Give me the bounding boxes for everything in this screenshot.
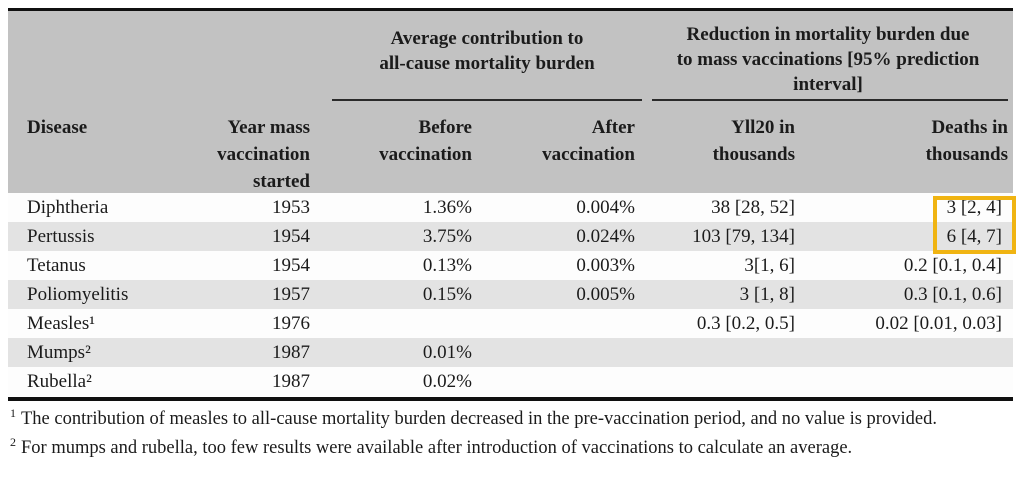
cell-year: 1987 [272, 370, 310, 392]
cell-year: 1953 [272, 196, 310, 218]
cell-yll: 103 [79, 134] [692, 225, 795, 247]
cell-year: 1957 [272, 283, 310, 305]
cell-disease: Measles¹ [27, 312, 95, 334]
cell-disease: Pertussis [27, 225, 95, 247]
cell-yll: 38 [28, 52] [711, 196, 795, 218]
group-header-rule-left [332, 99, 642, 101]
footnote-mumps-rubella: 2 For mumps and rubella, too few results … [10, 435, 1018, 462]
cell-disease: Tetanus [27, 254, 86, 276]
cell-disease: Diphtheria [27, 196, 109, 218]
table-row-mumps: Mumps² 1987 0.01% [8, 338, 1013, 367]
cell-disease: Poliomyelitis [27, 283, 129, 305]
cell-disease: Rubella² [27, 370, 92, 392]
cell-deaths: 0.02 [0.01, 0.03] [875, 312, 1002, 334]
table-row-pertussis: Pertussis 1954 3.75% 0.024% 103 [79, 134… [8, 222, 1013, 251]
table-row-measles: Measles¹ 1976 0.3 [0.2, 0.5] 0.02 [0.01,… [8, 309, 1013, 338]
table-top-border [8, 8, 1013, 11]
cell-before: 0.15% [422, 283, 472, 305]
table-row-tetanus: Tetanus 1954 0.13% 0.003% 3[1, 6] 0.2 [0… [8, 251, 1013, 280]
cell-before: 3.75% [422, 225, 472, 247]
cell-disease: Mumps² [27, 341, 91, 363]
column-header-after-vaccination: After vaccination [542, 117, 635, 165]
cell-before: 0.02% [422, 370, 472, 392]
table-row-rubella: Rubella² 1987 0.02% [8, 367, 1013, 396]
cell-before: 1.36% [422, 196, 472, 218]
group-header-average-contribution: Average contribution to all-cause mortal… [379, 28, 595, 74]
cell-deaths: 0.2 [0.1, 0.4] [903, 254, 1002, 276]
cell-after: 0.004% [576, 196, 635, 218]
cell-after: 0.024% [576, 225, 635, 247]
cell-after: 0.003% [576, 254, 635, 276]
cell-yll: 3 [1, 8] [739, 283, 795, 305]
table-header-background [8, 11, 1013, 193]
cell-deaths: 6 [4, 7] [946, 225, 1002, 247]
cell-yll: 3[1, 6] [744, 254, 795, 276]
footnote-text: For mumps and rubella, too few results w… [21, 438, 853, 458]
column-header-yll20: Yll20 in thousands [712, 117, 795, 165]
table-row-diphtheria: Diphtheria 1953 1.36% 0.004% 38 [28, 52]… [8, 193, 1013, 222]
table-row-poliomyelitis: Poliomyelitis 1957 0.15% 0.005% 3 [1, 8]… [8, 280, 1013, 309]
group-header-reduction-mortality: Reduction in mortality burden due to mas… [676, 24, 980, 95]
cell-before: 0.13% [422, 254, 472, 276]
cell-year: 1987 [272, 341, 310, 363]
cell-before: 0.01% [422, 341, 472, 363]
cell-year: 1954 [272, 254, 310, 276]
column-header-disease: Disease [27, 117, 88, 138]
footnote-measles: 1 The contribution of measles to all-caus… [10, 406, 1018, 433]
table-bottom-border [8, 397, 1013, 401]
column-header-deaths: Deaths in thousands [925, 117, 1008, 165]
cell-year: 1954 [272, 225, 310, 247]
table-body: Diphtheria 1953 1.36% 0.004% 38 [28, 52]… [8, 193, 1013, 396]
group-header-rule-right [652, 99, 1008, 101]
cell-deaths: 3 [2, 4] [946, 196, 1002, 218]
cell-after: 0.005% [576, 283, 635, 305]
cell-deaths: 0.3 [0.1, 0.6] [903, 283, 1002, 305]
cell-year: 1976 [272, 312, 310, 334]
footnote-marker: 1 [10, 405, 16, 420]
column-header-before-vaccination: Before vaccination [379, 117, 472, 165]
footnote-text: The contribution of measles to all-cause… [21, 409, 937, 429]
footnote-marker: 2 [10, 434, 16, 449]
cell-yll: 0.3 [0.2, 0.5] [696, 312, 795, 334]
footnotes: 1 The contribution of measles to all-caus… [10, 406, 1018, 464]
column-header-year-mass-vaccination: Year mass vaccination started [217, 117, 310, 192]
